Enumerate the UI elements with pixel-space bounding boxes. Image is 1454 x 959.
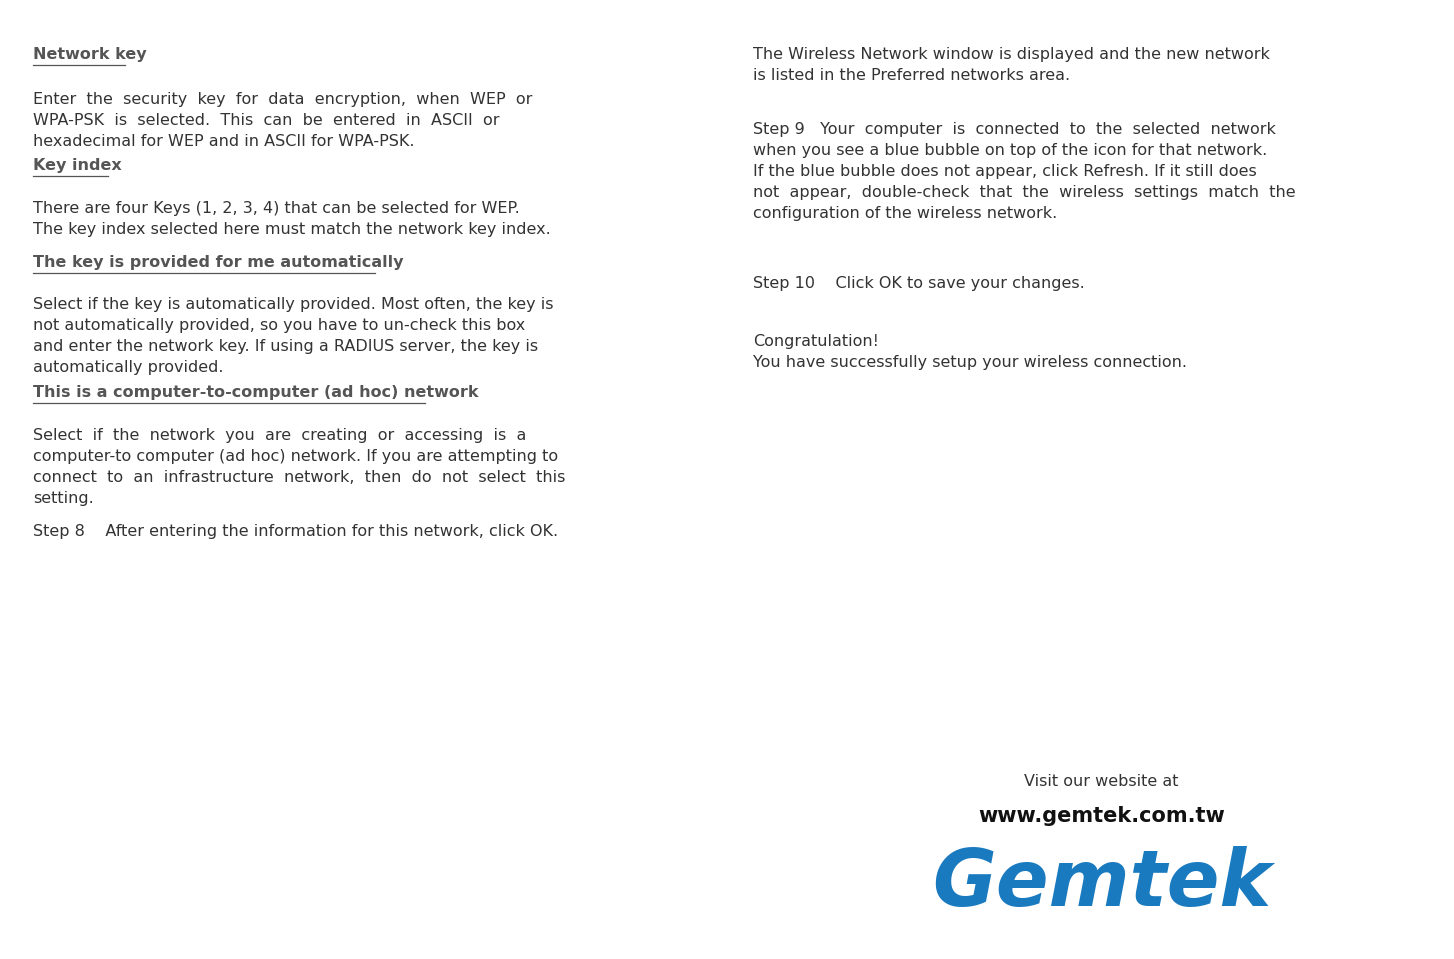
Text: Key index: Key index xyxy=(33,158,122,174)
Text: Step 10    Click OK to save your changes.: Step 10 Click OK to save your changes. xyxy=(753,276,1085,292)
Text: Network key: Network key xyxy=(33,47,147,61)
Text: This is a computer-to-computer (ad hoc) network: This is a computer-to-computer (ad hoc) … xyxy=(33,385,478,400)
Text: Select if the key is automatically provided. Most often, the key is
not automati: Select if the key is automatically provi… xyxy=(33,297,554,375)
Text: Visit our website at: Visit our website at xyxy=(1024,774,1179,789)
Text: Gemtek: Gemtek xyxy=(932,846,1271,922)
Text: There are four Keys (1, 2, 3, 4) that can be selected for WEP.
The key index sel: There are four Keys (1, 2, 3, 4) that ca… xyxy=(33,200,551,237)
Text: Step 8    After entering the information for this network, click OK.: Step 8 After entering the information fo… xyxy=(33,524,558,539)
Text: Congratulation!
You have successfully setup your wireless connection.: Congratulation! You have successfully se… xyxy=(753,334,1186,370)
Text: Enter  the  security  key  for  data  encryption,  when  WEP  or
WPA-PSK  is  se: Enter the security key for data encrypti… xyxy=(33,92,532,149)
Text: Step 9   Your  computer  is  connected  to  the  selected  network
when you see : Step 9 Your computer is connected to the… xyxy=(753,122,1296,222)
Text: The key is provided for me automatically: The key is provided for me automatically xyxy=(33,254,409,269)
Text: The Wireless Network window is displayed and the new network
is listed in the Pr: The Wireless Network window is displayed… xyxy=(753,47,1269,82)
Text: Select  if  the  network  you  are  creating  or  accessing  is  a
computer-to c: Select if the network you are creating o… xyxy=(33,428,566,505)
Text: www.gemtek.com.tw: www.gemtek.com.tw xyxy=(979,806,1224,826)
